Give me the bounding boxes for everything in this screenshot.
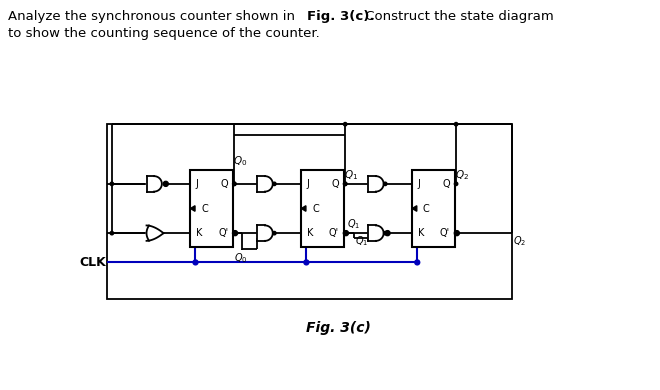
Circle shape [232,182,236,186]
Text: Q: Q [220,179,228,189]
Text: $Q_1$: $Q_1$ [347,217,361,231]
Text: K: K [418,228,424,238]
Circle shape [233,231,238,236]
Circle shape [343,182,347,186]
Text: K: K [196,228,202,238]
Text: Q': Q' [329,228,339,238]
Text: J: J [418,179,420,189]
Text: Q: Q [442,179,450,189]
Circle shape [304,260,309,265]
Circle shape [385,231,390,236]
Text: C: C [423,204,430,213]
Circle shape [454,122,458,126]
Text: Fig. 3(c).: Fig. 3(c). [307,10,374,23]
Text: C: C [201,204,208,213]
Circle shape [110,231,114,235]
Polygon shape [191,206,195,211]
Polygon shape [301,206,306,211]
Circle shape [273,182,276,186]
Polygon shape [257,176,273,191]
Circle shape [343,231,347,235]
Circle shape [110,182,114,186]
Bar [412,170,455,247]
Circle shape [383,182,387,186]
Bar [191,170,233,247]
Text: C: C [312,204,319,213]
Text: J: J [307,179,310,189]
Text: Fig. 3(c): Fig. 3(c) [306,321,371,335]
Text: Q: Q [331,179,339,189]
Circle shape [455,231,459,236]
Circle shape [414,260,420,265]
Text: K: K [307,228,313,238]
Text: Construct the state diagram: Construct the state diagram [361,10,554,23]
Text: CLK: CLK [79,256,106,269]
Text: J: J [196,179,199,189]
Text: $Q_1$: $Q_1$ [355,235,368,248]
Polygon shape [368,176,383,191]
Circle shape [164,182,168,186]
Circle shape [343,122,347,126]
Circle shape [232,182,236,186]
Circle shape [273,231,276,235]
Circle shape [383,231,387,235]
Circle shape [454,182,458,186]
Polygon shape [257,225,273,241]
Bar [108,124,512,300]
Polygon shape [412,206,417,211]
Text: Q': Q' [218,228,228,238]
Text: $Q_1$: $Q_1$ [344,168,358,182]
Text: $Q_2$: $Q_2$ [513,235,526,248]
Bar [301,170,344,247]
Circle shape [232,231,236,235]
Text: $Q_0$: $Q_0$ [233,155,247,168]
Polygon shape [147,225,164,241]
Circle shape [193,260,198,265]
Text: to show the counting sequence of the counter.: to show the counting sequence of the cou… [8,27,319,40]
Circle shape [343,182,347,186]
Polygon shape [147,225,164,241]
Text: Q': Q' [440,228,450,238]
Circle shape [344,231,348,236]
Text: $Q_2$: $Q_2$ [455,168,469,182]
Polygon shape [147,176,162,191]
Polygon shape [368,225,383,241]
Text: $Q_0$: $Q_0$ [234,252,248,266]
Text: Analyze the synchronous counter shown in: Analyze the synchronous counter shown in [8,10,299,23]
